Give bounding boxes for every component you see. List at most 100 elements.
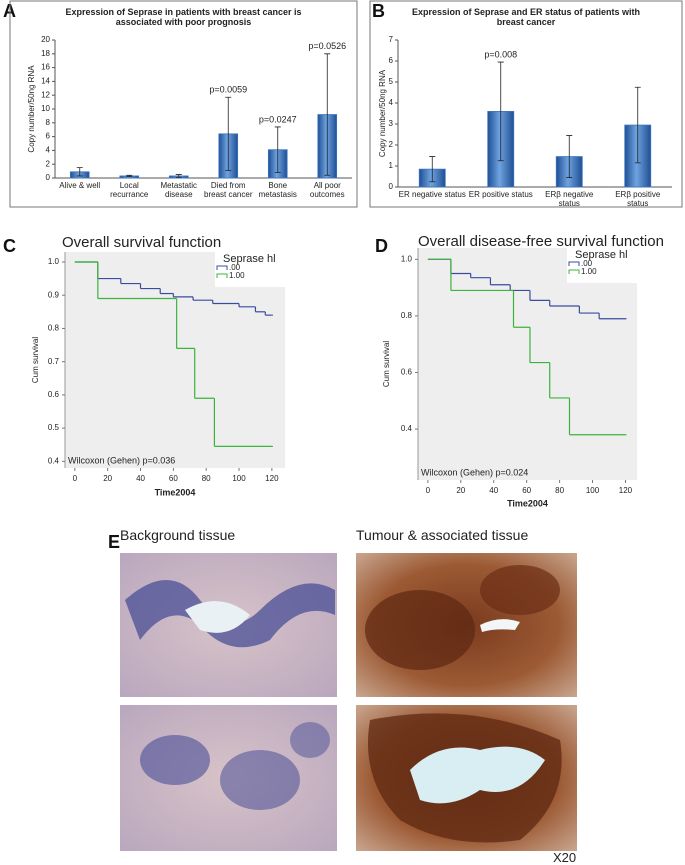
x-tick-label: 60 <box>169 474 178 483</box>
annotation: Wilcoxon (Gehen) p=0.036 <box>68 455 175 465</box>
y-tick-label: 0 <box>46 173 51 182</box>
chart-title: Overall disease-free survival function <box>418 233 664 250</box>
error-bar <box>126 174 133 178</box>
x-tick-label: 60 <box>522 486 531 495</box>
plot-area <box>418 248 637 480</box>
y-tick-label: 0.4 <box>48 456 60 465</box>
error-bar <box>225 96 232 171</box>
x-tick-label: Died from breast cancer <box>204 181 253 200</box>
error-bar <box>429 156 436 183</box>
y-axis-label: Cum survival <box>382 341 391 387</box>
x-tick-label: 120 <box>619 486 633 495</box>
micrograph <box>356 705 577 851</box>
annotation: p=0.008 <box>484 49 517 59</box>
annotation: p=0.0526 <box>308 41 346 51</box>
legend-key <box>568 261 580 266</box>
x-axis-label: Time2004 <box>155 487 196 497</box>
legend-label: .00 <box>229 263 241 272</box>
panel-frame <box>369 0 683 208</box>
legend-key <box>216 265 228 270</box>
y-tick-label: 0.8 <box>401 311 413 320</box>
error-bar <box>175 174 182 178</box>
legend-label: .00 <box>581 259 593 268</box>
annotation: p=0.0059 <box>209 85 247 95</box>
y-tick-label: 1.0 <box>401 254 413 263</box>
y-tick-label: 0.6 <box>48 390 60 399</box>
x-tick-label: ER negative status <box>398 190 466 199</box>
x-tick-label: ERβ positive status <box>615 190 661 209</box>
x-axis-label: Time2004 <box>507 498 548 508</box>
image-title: Background tissue <box>120 527 236 543</box>
y-tick-label: 1.0 <box>48 257 60 266</box>
error-bar <box>497 61 504 162</box>
error-bar <box>76 167 83 177</box>
x-tick-label: Bone metastasis <box>258 181 297 200</box>
error-bar <box>566 135 573 178</box>
x-tick-label: 100 <box>232 474 246 483</box>
y-tick-label: 3 <box>389 119 394 128</box>
y-tick-label: 4 <box>389 98 394 107</box>
y-tick-label: 0.8 <box>48 324 60 333</box>
y-tick-label: 4 <box>46 146 51 155</box>
magnification: X20 <box>553 850 577 865</box>
panel-label: C <box>3 236 16 256</box>
y-axis-label: Copy number/50ng RNA <box>378 69 387 157</box>
annotation: p=0.0247 <box>259 114 297 124</box>
x-tick-label: 40 <box>489 486 498 495</box>
x-tick-label: Metastatic disease <box>160 181 197 200</box>
y-axis-label: Copy number/50ng RNA <box>27 65 36 153</box>
y-tick-label: 0.6 <box>401 368 413 377</box>
plot-area <box>65 252 285 468</box>
micrograph <box>120 553 337 697</box>
y-tick-label: 18 <box>41 49 50 58</box>
y-tick-label: 2 <box>46 159 51 168</box>
panel-frame <box>9 0 358 208</box>
legend-title: Seprase hl <box>223 253 276 265</box>
x-tick-label: 80 <box>555 486 564 495</box>
legend-label: 1.00 <box>581 267 597 276</box>
y-tick-label: 14 <box>41 77 50 86</box>
y-tick-label: 10 <box>41 104 50 113</box>
x-tick-label: All poor outcomes <box>309 181 345 200</box>
y-tick-label: 1 <box>389 161 394 170</box>
y-tick-label: 16 <box>41 63 50 72</box>
y-tick-label: 5 <box>389 77 394 86</box>
y-axis-label: Cum survival <box>31 337 40 383</box>
legend-label: 1.00 <box>229 271 245 280</box>
y-tick-label: 8 <box>46 118 51 127</box>
y-tick-label: 20 <box>41 35 50 44</box>
panel-label: B <box>372 1 385 21</box>
x-tick-label: 100 <box>586 486 600 495</box>
y-tick-label: 0.5 <box>48 423 60 432</box>
y-tick-label: 0.4 <box>401 424 413 433</box>
x-tick-label: Local recurrance <box>110 181 149 200</box>
x-tick-label: 20 <box>103 474 112 483</box>
x-tick-label: ERβ negative status <box>545 190 594 209</box>
annotation: Wilcoxon (Gehen) p=0.024 <box>421 467 528 477</box>
x-tick-label: 40 <box>136 474 145 483</box>
x-tick-label: 0 <box>426 486 431 495</box>
legend-title: Seprase hl <box>575 249 628 261</box>
y-tick-label: 2 <box>389 140 394 149</box>
x-tick-label: 80 <box>202 474 211 483</box>
micrograph <box>356 553 577 697</box>
error-bar <box>324 53 331 176</box>
y-tick-label: 7 <box>389 35 394 44</box>
error-bar <box>634 86 641 164</box>
y-tick-label: 12 <box>41 90 50 99</box>
legend-key <box>568 269 580 274</box>
x-tick-label: 20 <box>456 486 465 495</box>
y-tick-label: 0.7 <box>48 357 60 366</box>
x-tick-label: 120 <box>265 474 279 483</box>
image-title: Tumour & associated tissue <box>356 527 529 543</box>
error-bar <box>274 126 281 173</box>
y-tick-label: 6 <box>46 132 51 141</box>
y-tick-label: 0 <box>389 182 394 191</box>
x-tick-label: 0 <box>73 474 78 483</box>
chart-title: Expression of Seprase and ER status of p… <box>411 7 641 28</box>
y-tick-label: 6 <box>389 56 394 65</box>
y-tick-label: 0.9 <box>48 290 60 299</box>
legend-key <box>216 273 228 278</box>
chart-title: Expression of Seprase in patients with b… <box>65 7 302 28</box>
